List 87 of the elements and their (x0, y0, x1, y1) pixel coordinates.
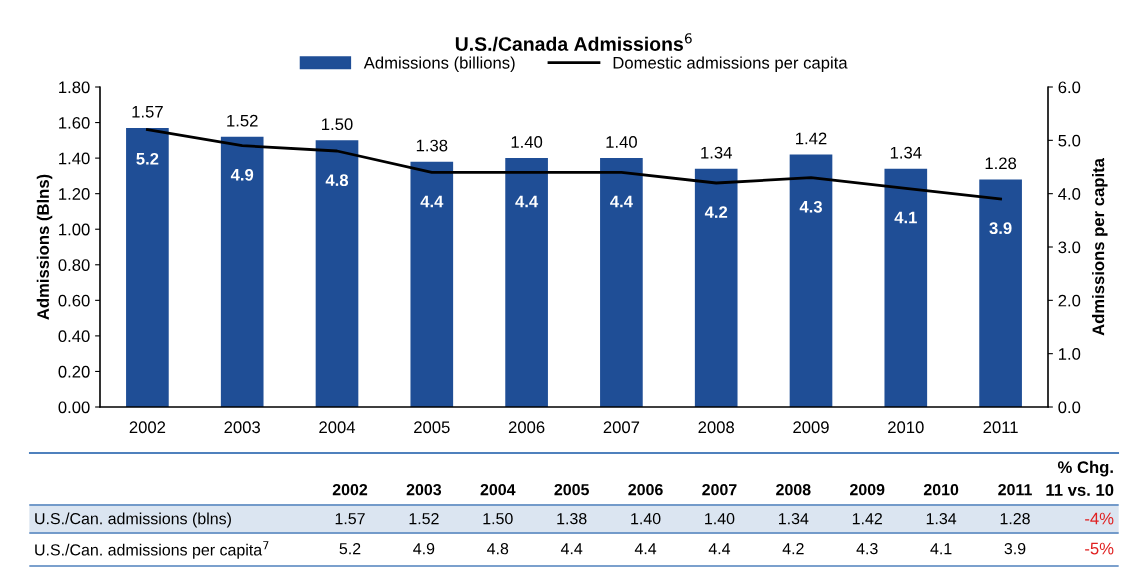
x-tick-label: 2007 (603, 421, 640, 434)
x-tick-label: 2009 (793, 421, 829, 434)
y2-tick-label: 2.0 (1058, 294, 1081, 307)
category-label: 2003 (406, 483, 442, 496)
x-tick-label: 2002 (129, 421, 166, 434)
text: 4.4 (560, 543, 583, 555)
data-label: 4.4 (610, 195, 633, 208)
text: -4% (1085, 512, 1114, 525)
text: 1.57 (335, 513, 365, 525)
y2-tick-label: 1.0 (1058, 348, 1081, 360)
data-label: 1.28 (985, 157, 1017, 170)
data-label: 1.57 (132, 106, 163, 118)
x-tick-label: 2006 (508, 421, 545, 434)
y2-tick-label: 3.0 (1058, 241, 1081, 254)
category-label: 2004 (480, 483, 516, 496)
text: % Chg. 11 vs. 10 (1046, 460, 1114, 496)
y-tick-label: 0.20 (58, 365, 90, 378)
y-tick-label: 0.80 (58, 259, 90, 271)
data-label: 4.4 (515, 195, 539, 208)
x-tick-label: 2005 (414, 421, 450, 434)
data-label: 1.50 (322, 118, 353, 131)
text: 4.3 (856, 542, 878, 555)
y2-axis-title: Admissions per capita (1092, 157, 1108, 336)
text: 1.40 (705, 512, 735, 525)
text: 4.9 (413, 542, 435, 555)
text: 1.50 (483, 512, 513, 525)
text: 3.9 (1004, 542, 1026, 555)
x-tick-label: 2008 (698, 421, 735, 434)
category-label: 2006 (628, 483, 663, 496)
text: U.S./Can. admissions per capita$^{7}$ (35, 541, 269, 559)
x-tick-label: 2011 (983, 421, 1018, 434)
data-label: 4.8 (325, 174, 349, 187)
x-tick-label: 2004 (319, 421, 356, 434)
y2-tick-label: 4.0 (1058, 188, 1081, 200)
x-tick-label: 2010 (888, 421, 924, 434)
y-tick-label: 0.00 (58, 401, 90, 414)
text: 4.1 (930, 543, 952, 555)
category-label: 2009 (850, 483, 885, 496)
text: 1.40 (631, 512, 661, 525)
data-label: 1.40 (606, 136, 637, 148)
y-tick-label: 1.80 (59, 81, 90, 94)
text: 5.2 (339, 542, 361, 555)
data-label: 4.2 (704, 206, 728, 218)
data-label: 1.40 (511, 136, 543, 148)
y-tick-label: 0.60 (58, 294, 90, 307)
text: 1.52 (409, 512, 439, 525)
data-label: 4.4 (420, 195, 444, 208)
data-label: 1.38 (416, 139, 448, 152)
text: U.S./Can. admissions (blns) (35, 512, 231, 528)
text: 1.42 (852, 512, 882, 525)
legend-label: Admissions (billions) (363, 56, 515, 72)
category-label: 2005 (554, 483, 589, 496)
y2-tick-label: 5.0 (1058, 134, 1081, 147)
data-label: 1.34 (890, 146, 922, 159)
text: -5% (1085, 542, 1114, 555)
x-tick-label: 2003 (224, 421, 261, 434)
text: 4.4 (634, 543, 657, 555)
y-tick-label: 1.40 (59, 152, 90, 165)
data-label: 4.9 (230, 168, 254, 181)
category-label: 2007 (702, 483, 737, 496)
category-label: 2008 (776, 483, 811, 496)
text: 4.8 (487, 542, 509, 555)
category-label: 2010 (923, 483, 959, 496)
text: 1.34 (779, 512, 809, 525)
data-label: 3.9 (989, 222, 1012, 235)
data-label: 1.52 (227, 114, 258, 127)
text: 1.34 (926, 512, 957, 525)
y2-tick-label: 6.0 (1058, 81, 1081, 94)
data-label: 1.34 (701, 146, 732, 159)
text: 1.28 (1000, 512, 1030, 525)
data-label: 4.1 (894, 211, 917, 224)
y-tick-label: 0.40 (58, 330, 90, 343)
chart-title: U.S./Canada Admissions$^{6}$ (455, 33, 692, 52)
category-label: 2011 (998, 483, 1032, 496)
text: 4.4 (708, 543, 731, 555)
y-tick-label: 1.00 (59, 223, 90, 236)
y2-tick-label: 0.0 (1058, 401, 1081, 414)
category-label: 2002 (332, 483, 368, 496)
data-label: 4.3 (799, 200, 822, 213)
legend-label: Domestic admissions per capita (613, 56, 848, 72)
data-label: 5.2 (136, 152, 159, 165)
y-tick-label: 1.60 (59, 116, 90, 129)
y-tick-label: 1.20 (59, 188, 90, 200)
text: 1.38 (557, 512, 587, 525)
data-label: 1.42 (796, 132, 827, 145)
y-axis-title: Admissions (Blns) (36, 174, 53, 320)
text: 4.2 (782, 542, 804, 555)
